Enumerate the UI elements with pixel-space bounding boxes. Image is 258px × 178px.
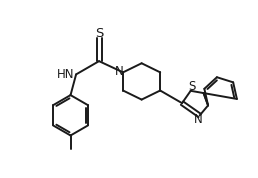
Text: S: S: [188, 80, 196, 93]
Text: S: S: [95, 27, 103, 40]
Text: N: N: [115, 65, 124, 78]
Text: N: N: [194, 114, 203, 127]
Text: HN: HN: [57, 68, 75, 81]
